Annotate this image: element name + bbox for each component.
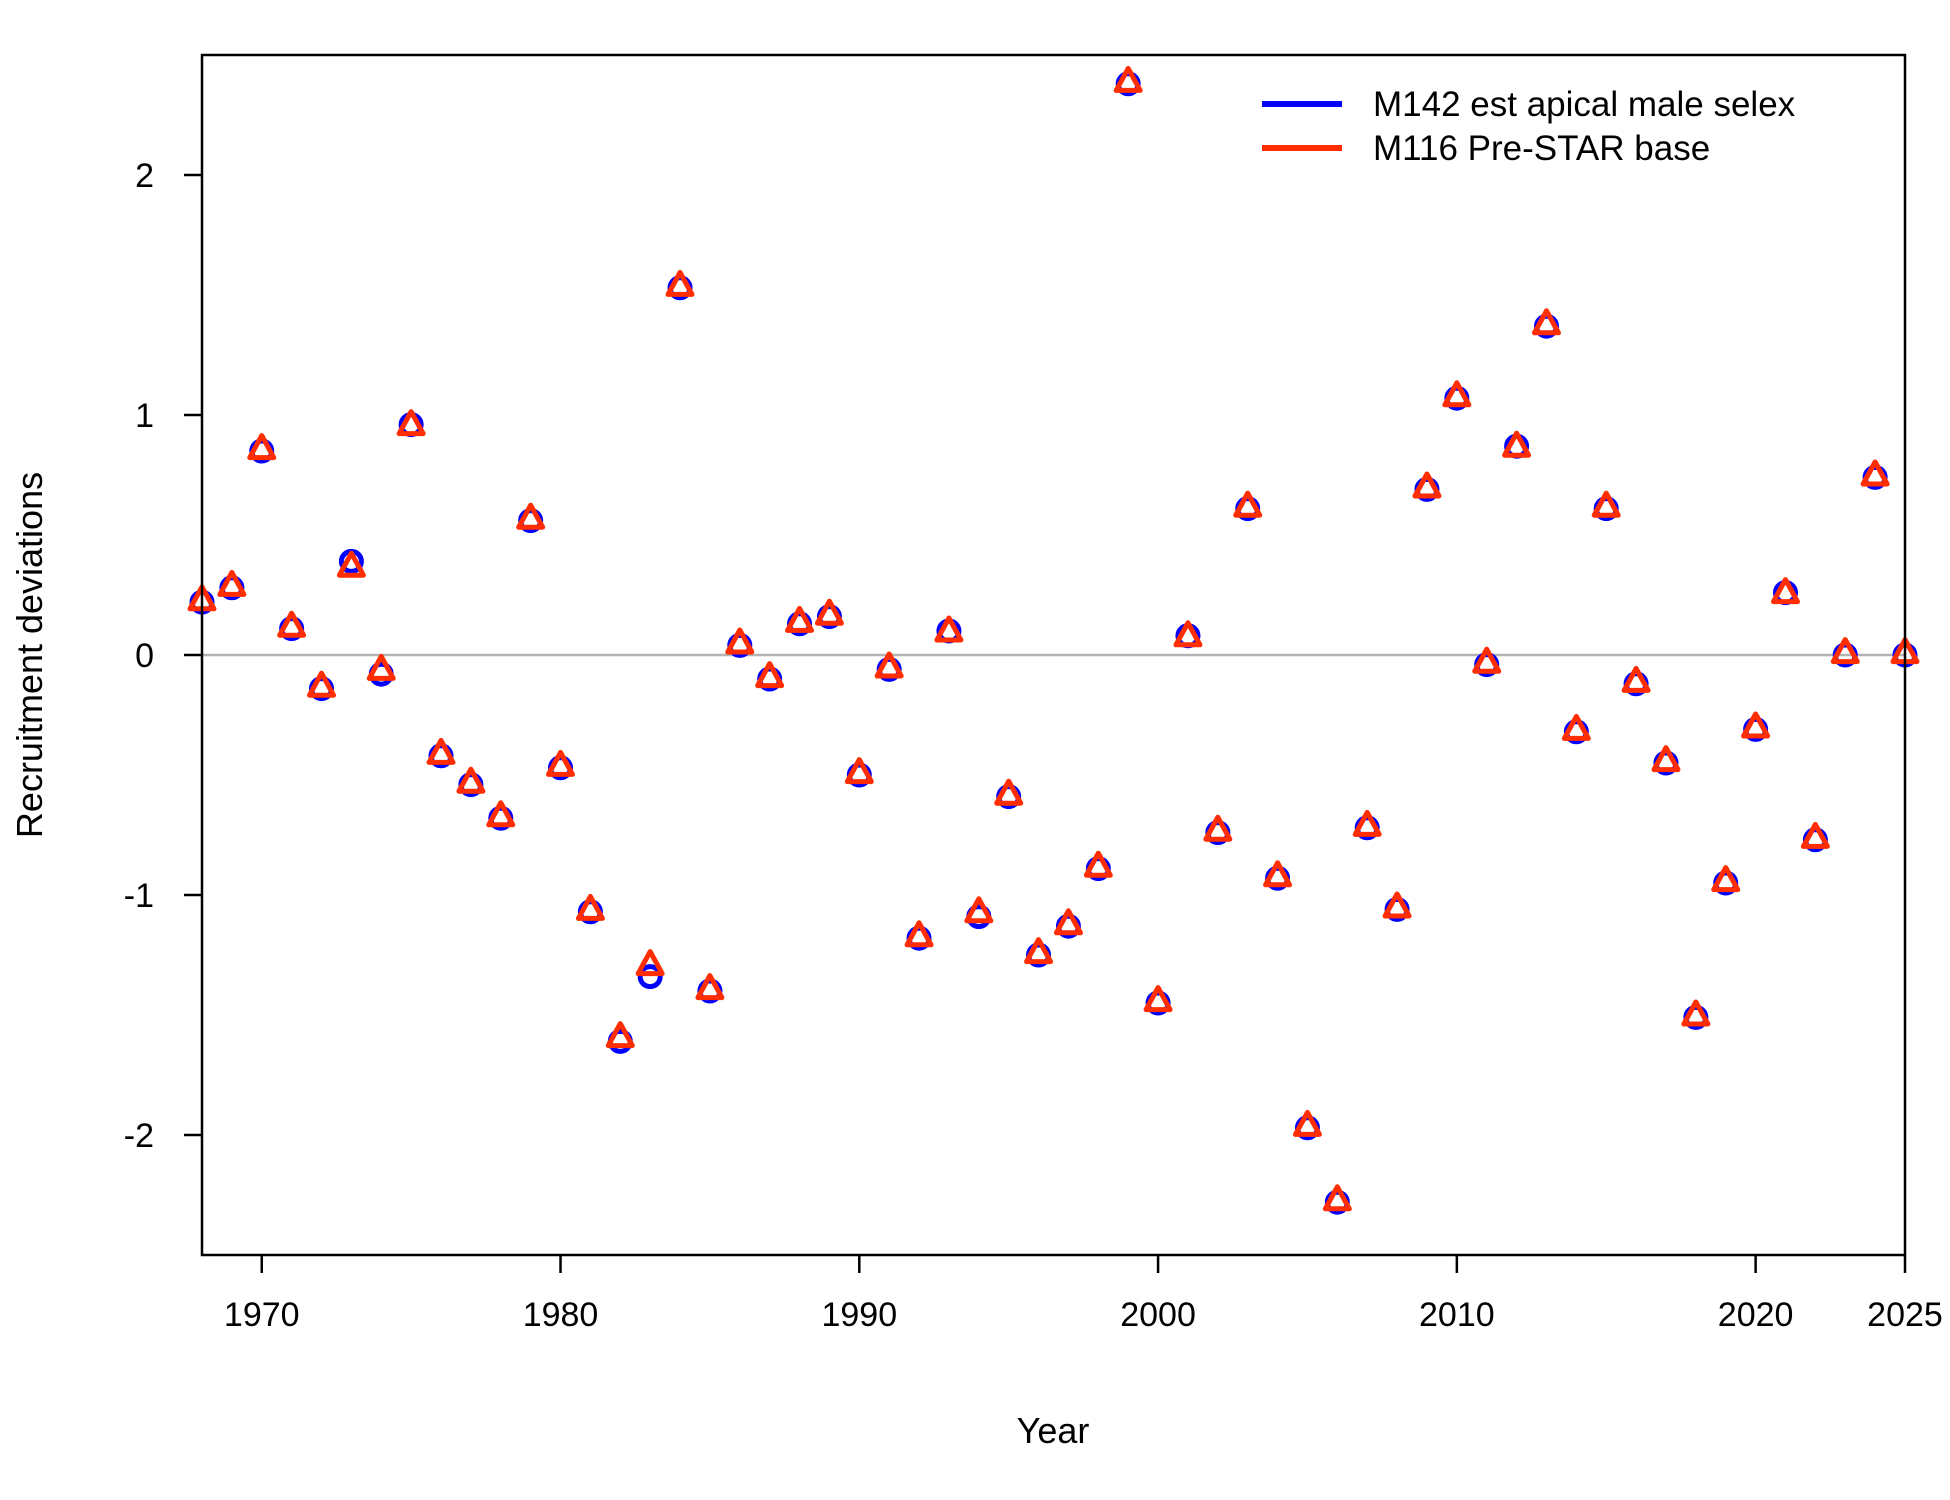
y-tick-label: -2 bbox=[124, 1117, 154, 1155]
data-point-triangle bbox=[396, 409, 426, 437]
data-point-triangle bbox=[844, 757, 874, 785]
data-point-triangle bbox=[1830, 637, 1860, 665]
legend: M142 est apical male selex M116 Pre-STAR … bbox=[1262, 85, 1796, 168]
data-point-triangle bbox=[217, 569, 247, 597]
x-tick-label: 2025 bbox=[1867, 1296, 1943, 1334]
data-point-triangle bbox=[994, 778, 1024, 806]
data-point-triangle bbox=[307, 670, 337, 698]
y-axis-label: Recruitment deviations bbox=[9, 472, 50, 838]
data-point-triangle bbox=[1263, 860, 1293, 888]
data-point-triangle bbox=[1024, 937, 1054, 965]
x-tick-label: 2010 bbox=[1419, 1296, 1495, 1334]
y-tick-label: -1 bbox=[124, 877, 154, 915]
data-point-triangle bbox=[1382, 891, 1412, 919]
data-point-triangle bbox=[1173, 620, 1203, 648]
data-point-triangle bbox=[1800, 821, 1830, 849]
data-point-triangle bbox=[665, 269, 695, 297]
data-point-triangle bbox=[1651, 745, 1681, 773]
data-point-triangle bbox=[755, 661, 785, 689]
data-point-triangle bbox=[277, 610, 307, 638]
data-point-triangle bbox=[1561, 713, 1591, 741]
legend-entry: M116 Pre-STAR base bbox=[1373, 129, 1710, 168]
data-point-triangle bbox=[1203, 814, 1233, 842]
x-tick-label: 1980 bbox=[523, 1296, 599, 1334]
data-point-triangle bbox=[934, 615, 964, 643]
data-point-triangle bbox=[1442, 380, 1472, 408]
y-tick-label: 2 bbox=[135, 157, 154, 195]
data-point-triangle bbox=[635, 949, 665, 977]
data-point-triangle bbox=[904, 920, 934, 948]
data-point-triangle bbox=[247, 433, 277, 461]
y-tick-label: 0 bbox=[135, 637, 154, 675]
data-point-triangle bbox=[1681, 999, 1711, 1027]
data-point-triangle bbox=[1113, 65, 1143, 93]
data-point-triangle bbox=[964, 896, 994, 924]
data-point-triangle bbox=[1233, 490, 1263, 518]
x-tick-label: 2000 bbox=[1120, 1296, 1196, 1334]
data-point-triangle bbox=[1591, 490, 1621, 518]
data-point-triangle bbox=[1322, 1184, 1352, 1212]
x-tick-label: 2020 bbox=[1718, 1296, 1794, 1334]
data-point-triangle bbox=[546, 749, 576, 777]
data-point-triangle bbox=[1143, 985, 1173, 1013]
data-point-triangle bbox=[1741, 711, 1771, 739]
data-point-triangle bbox=[1352, 809, 1382, 837]
data-point-triangle bbox=[605, 1021, 635, 1049]
x-tick-label: 1970 bbox=[224, 1296, 300, 1334]
data-point-triangle bbox=[456, 766, 486, 794]
data-point-triangle bbox=[366, 653, 396, 681]
data-point-triangle bbox=[1621, 665, 1651, 693]
data-point-triangle bbox=[486, 800, 516, 828]
legend-entry: M142 est apical male selex bbox=[1373, 85, 1796, 124]
data-point-triangle bbox=[1083, 850, 1113, 878]
data-point-triangle bbox=[336, 550, 366, 578]
data-point-triangle bbox=[516, 502, 546, 530]
y-tick-label: 1 bbox=[135, 397, 154, 435]
data-point-triangle bbox=[1292, 1109, 1322, 1137]
data-point-triangle bbox=[1502, 430, 1532, 458]
data-point-circle bbox=[637, 964, 663, 990]
data-point-triangle bbox=[426, 737, 456, 765]
data-point-triangle bbox=[725, 627, 755, 655]
x-axis-label: Year bbox=[1017, 1410, 1090, 1451]
data-point-triangle bbox=[695, 973, 725, 1001]
series-1-points bbox=[189, 71, 1918, 1215]
data-point-triangle bbox=[785, 605, 815, 633]
series-2-points bbox=[187, 65, 1920, 1212]
data-point-triangle bbox=[1412, 471, 1442, 499]
data-point-triangle bbox=[1053, 908, 1083, 936]
data-point-triangle bbox=[1860, 459, 1890, 487]
data-points-group bbox=[187, 65, 1920, 1215]
data-point-triangle bbox=[1531, 308, 1561, 336]
data-point-triangle bbox=[814, 598, 844, 626]
x-tick-label: 1990 bbox=[821, 1296, 897, 1334]
data-point-triangle bbox=[874, 651, 904, 679]
data-point-triangle bbox=[1472, 646, 1502, 674]
data-point-triangle bbox=[1770, 577, 1800, 605]
data-point-triangle bbox=[1711, 865, 1741, 893]
axes-group: 1970 1980 1990 2000 2010 2020 2025 -2 -1 0 1 2 bbox=[124, 157, 1943, 1334]
data-point-triangle bbox=[575, 893, 605, 921]
